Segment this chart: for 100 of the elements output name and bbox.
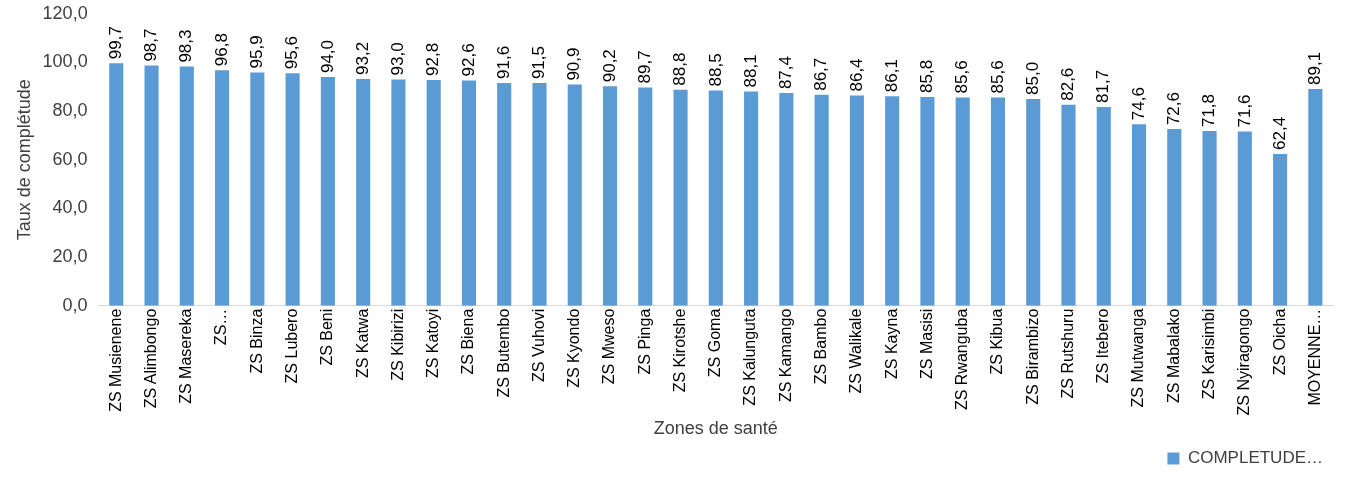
bar	[320, 77, 335, 306]
x-tick-label: ZS Karisimbi	[1199, 308, 1217, 400]
x-tick-label: ZS Rutshuru	[1058, 308, 1076, 399]
x-tick-label: ZS Butembo	[494, 308, 512, 398]
bar	[285, 73, 300, 306]
text: 74,6	[1128, 87, 1148, 121]
text: 89,1	[1305, 51, 1325, 85]
y-tick-label: 80,0	[52, 100, 88, 121]
text: 71,8	[1199, 93, 1219, 128]
text: 88,5	[705, 53, 725, 87]
bar	[1237, 131, 1252, 306]
x-tick-label: ZS Biena	[459, 308, 477, 375]
x-tick-label: ZS Kibua	[988, 308, 1006, 375]
y-tick-label: 120,0	[42, 2, 88, 23]
text: 91,6	[493, 45, 513, 79]
text: 93,2	[352, 41, 372, 75]
x-tick-label: ZS Rwanguba	[953, 308, 971, 411]
x-tick-label: ZS Goma	[706, 308, 724, 378]
bar	[109, 63, 124, 306]
bar	[250, 72, 265, 306]
text: 85,6	[952, 60, 972, 94]
bar	[744, 91, 759, 306]
bar	[779, 93, 794, 306]
text: 88,1	[740, 54, 760, 88]
bar	[426, 79, 441, 306]
x-tick-label: ZS Itebero	[1094, 308, 1112, 384]
text: 96,8	[211, 33, 231, 67]
bar	[849, 95, 864, 306]
bar	[1202, 131, 1217, 306]
x-tick-label: ZS Kalunguta	[741, 308, 759, 406]
x-tick-label: ZS Vuhovi	[529, 308, 547, 382]
x-tick-label: ZS Masisi	[917, 308, 935, 379]
x-tick-label: ZS Lubero	[283, 308, 301, 384]
bar	[920, 96, 935, 306]
y-tick-label: 100,0	[42, 51, 88, 72]
bar	[497, 82, 512, 306]
bar	[602, 86, 618, 306]
x-tick-label: ZS Mabalako	[1164, 308, 1182, 403]
text: 94,0	[317, 39, 337, 74]
x-tick-label: ZS Kirotshe	[670, 308, 688, 393]
text: 71,6	[1234, 94, 1254, 128]
bar	[391, 79, 406, 306]
x-tick-label: MOYENNE…	[1305, 308, 1323, 406]
bar	[567, 84, 582, 306]
bar	[885, 96, 900, 306]
text: 92,8	[423, 42, 443, 76]
text: 82,6	[1058, 67, 1078, 101]
bar	[1273, 153, 1288, 306]
bar	[1026, 98, 1041, 306]
bar	[673, 89, 688, 306]
bar	[215, 70, 230, 306]
x-tick-label: ZS Kamango	[776, 308, 794, 403]
x-tick-label: ZS Katoyi	[424, 308, 442, 379]
bar	[1167, 129, 1182, 306]
x-tick-label: ZS Kibirizi	[388, 308, 406, 381]
x-tick-label: ZS Kyondo	[565, 308, 583, 388]
bar	[708, 90, 723, 306]
bar	[990, 97, 1006, 306]
x-tick-label: ZS Musienene	[106, 308, 124, 412]
text: 85,8	[917, 59, 937, 93]
text: 98,3	[176, 29, 196, 63]
x-axis-title: Zones de santé	[653, 418, 778, 439]
y-tick-label: 20,0	[52, 246, 88, 266]
y-tick-label: 40,0	[52, 197, 88, 218]
x-tick-label: ZS Kayna	[882, 308, 900, 379]
x-tick-label: ZS Beni	[318, 308, 336, 366]
x-tick-label: ZS Birambizo	[1023, 308, 1041, 405]
legend-label: COMPLETUDE…	[1187, 448, 1324, 468]
bar	[461, 80, 476, 306]
x-tick-label: ZS Binza	[247, 308, 265, 374]
bar	[1131, 124, 1147, 306]
text: 86,7	[811, 57, 831, 91]
x-tick-label: ZS Pinga	[635, 308, 653, 375]
x-tick-label: ZS…	[212, 308, 230, 346]
text: 95,6	[282, 36, 302, 70]
text: 81,7	[1093, 69, 1113, 103]
x-tick-label: ZS Bambo	[812, 308, 830, 385]
y-tick-label: 0,0	[62, 294, 88, 315]
x-tick-label: ZS Alimbongo	[141, 308, 159, 409]
x-tick-label: ZS Mweso	[600, 308, 618, 385]
bar	[532, 83, 547, 306]
text: 99,7	[105, 26, 125, 60]
x-tick-label: ZS Walikale	[847, 308, 865, 394]
bar	[955, 97, 970, 306]
bar	[356, 78, 371, 306]
text: 89,7	[634, 50, 654, 84]
text: 93,0	[388, 42, 408, 76]
bar	[814, 94, 829, 306]
text: 85,6	[987, 60, 1007, 94]
bar	[1061, 104, 1076, 306]
x-tick-label: ZS Oicha	[1270, 308, 1288, 376]
text: 86,1	[881, 59, 901, 93]
bar	[144, 65, 159, 306]
text: 88,8	[670, 52, 690, 86]
x-tick-label: ZS Masereka	[177, 308, 195, 404]
x-tick-label: ZS Nyiragongo	[1235, 308, 1253, 416]
text: 98,7	[141, 28, 161, 62]
y-tick-label: 60,0	[52, 148, 88, 169]
text: 91,5	[529, 46, 549, 80]
text: 85,0	[1022, 61, 1042, 95]
